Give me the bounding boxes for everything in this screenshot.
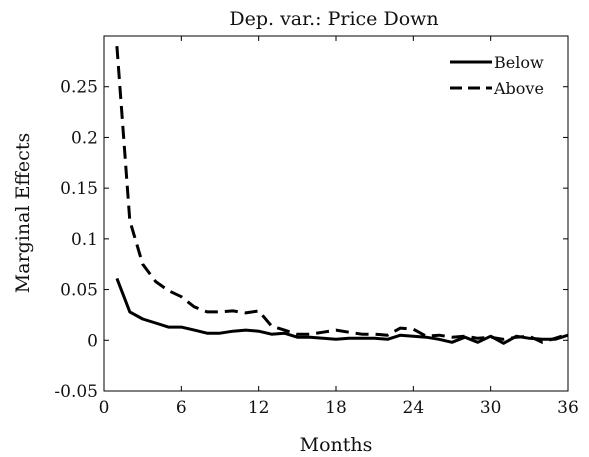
y-tick-label: 0.15 (60, 179, 98, 199)
x-tick-label: 12 (248, 398, 270, 418)
legend-label-below: Below (494, 53, 544, 72)
y-tick-label: 0.2 (71, 128, 98, 148)
y-tick-label: 0 (87, 331, 98, 351)
x-tick-label: 30 (480, 398, 502, 418)
x-axis-label: Months (300, 434, 373, 456)
legend: Below Above (450, 53, 544, 98)
series-layer (115, 45, 569, 345)
y-tick-label: 0.1 (71, 230, 98, 250)
series-line-below (115, 277, 569, 345)
y-tick-label: 0.25 (60, 78, 98, 98)
y-axis-label: Marginal Effects (12, 133, 34, 293)
series-line-above (115, 45, 569, 344)
x-tick-label: 6 (176, 398, 187, 418)
y-tick-label: -0.05 (54, 382, 98, 402)
legend-label-above: Above (493, 79, 544, 98)
chart-title: Dep. var.: Price Down (229, 8, 438, 30)
x-tick-label: 24 (403, 398, 425, 418)
x-tick-label: 0 (99, 398, 110, 418)
x-tick-label: 36 (557, 398, 579, 418)
y-tick-label: 0.05 (60, 281, 98, 301)
x-tick-label: 18 (325, 398, 347, 418)
